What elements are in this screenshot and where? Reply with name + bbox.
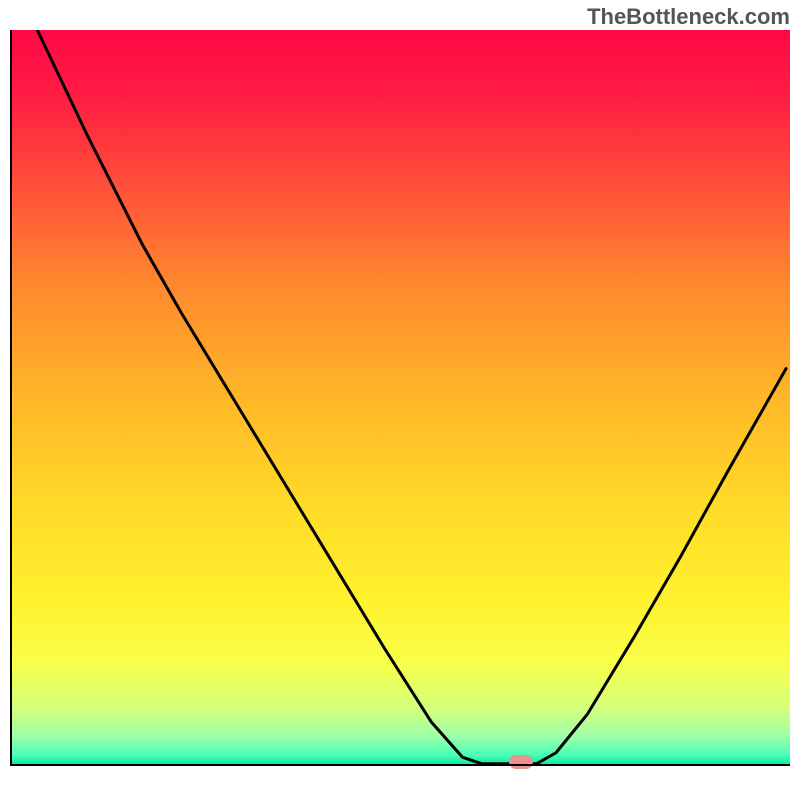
bottleneck-curve [10,30,790,766]
bottleneck-chart [10,30,790,790]
optimum-marker [509,755,533,769]
plot-area [10,30,790,766]
x-axis [10,764,790,766]
y-axis [10,30,12,766]
attribution-text: TheBottleneck.com [587,4,790,30]
